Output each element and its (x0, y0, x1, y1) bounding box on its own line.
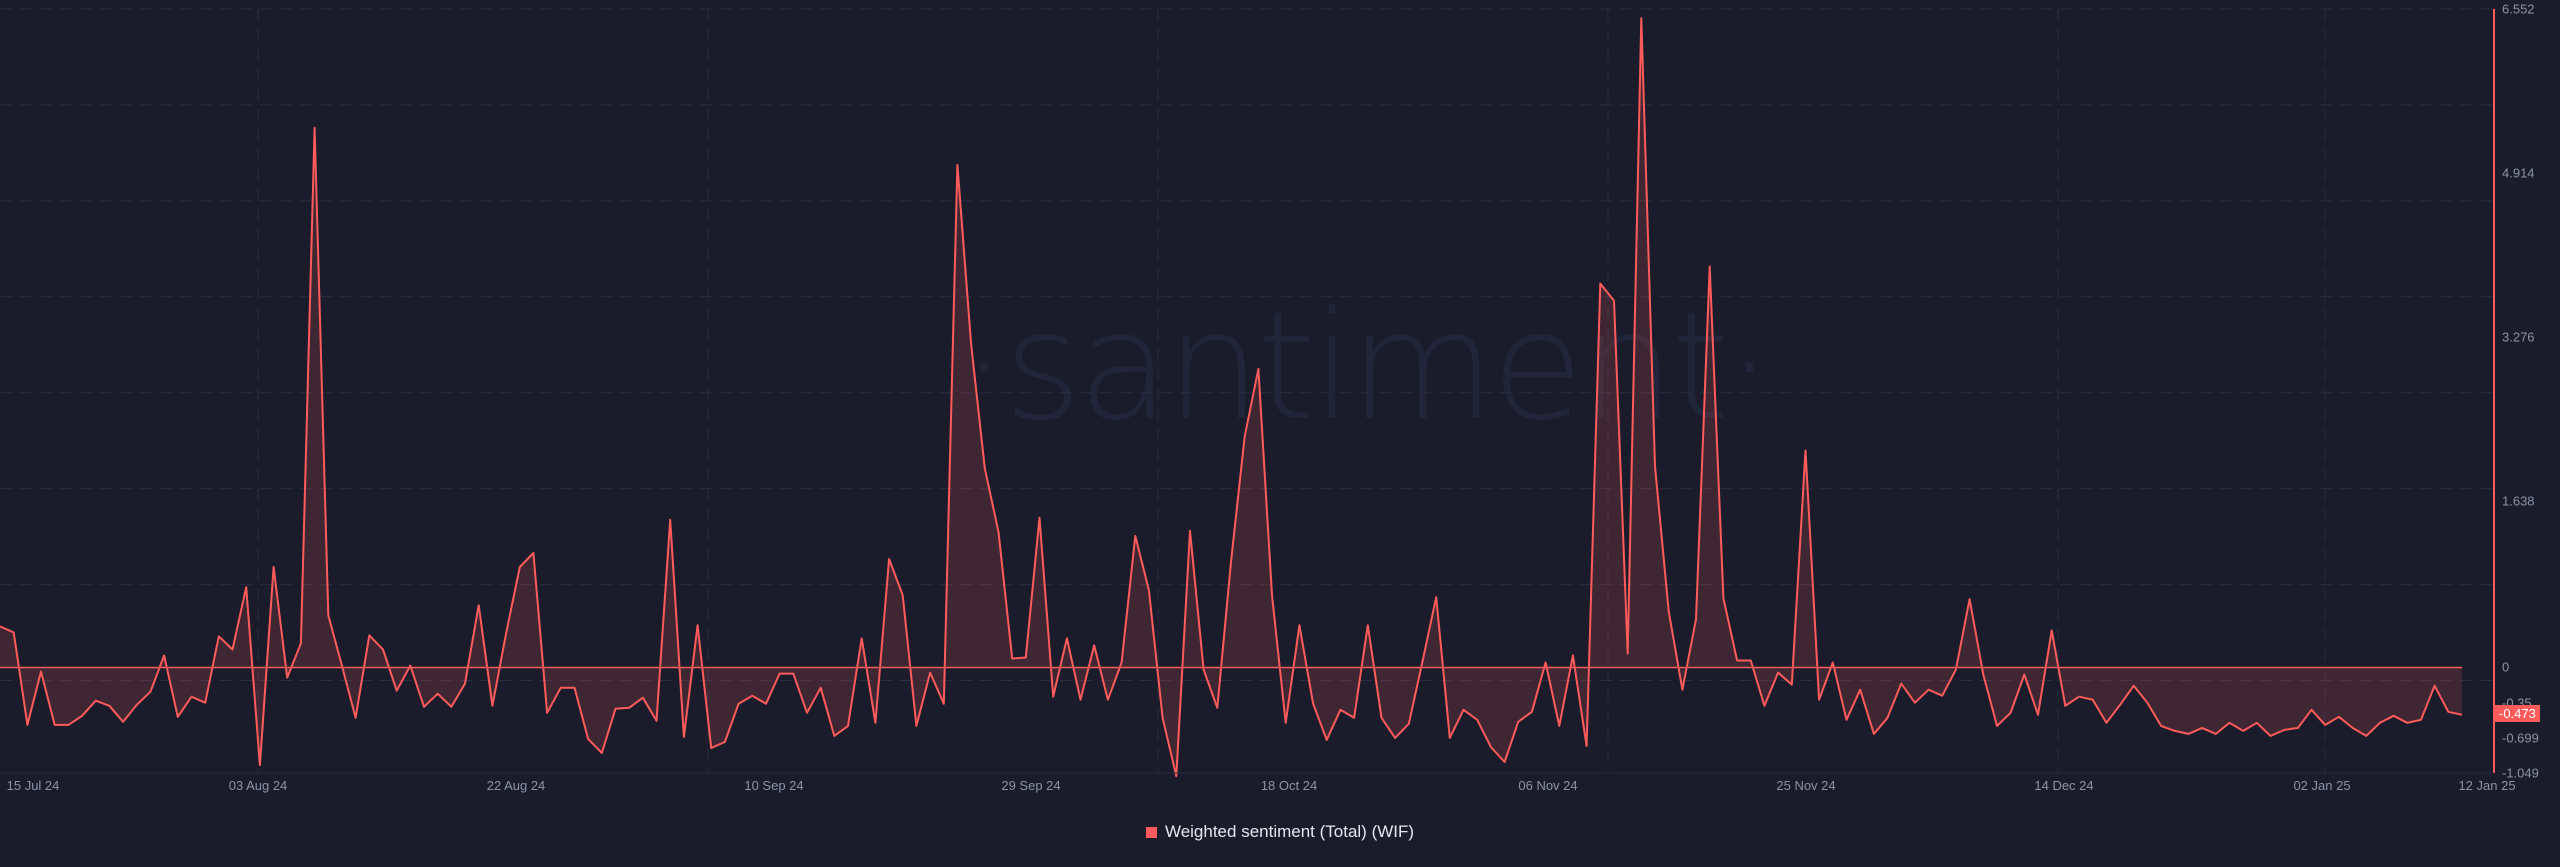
y-axis-tick: 3.276 (2502, 329, 2535, 345)
x-axis-tick: 03 Aug 24 (228, 778, 288, 793)
x-axis-tick: 06 Nov 24 (1518, 778, 1578, 793)
santiment-watermark: ·santiment· (960, 280, 1773, 454)
y-axis-tick: 0 (2502, 659, 2510, 675)
sentiment-area-fill (0, 18, 2462, 777)
y-axis-tick: -1.049 (2502, 765, 2539, 781)
x-axis-tick: 15 Jul 24 (6, 778, 60, 793)
grid-lines (0, 8, 2494, 773)
current-value-badge: -0.473 (2495, 705, 2540, 722)
legend-label[interactable]: Weighted sentiment (Total) (WIF) (1164, 822, 1415, 841)
y-axis-tick: 4.914 (2502, 165, 2535, 181)
x-axis-tick: 22 Aug 24 (486, 778, 546, 793)
x-axis-tick: 18 Oct 24 (1260, 778, 1318, 793)
x-axis-tick: 10 Sep 24 (744, 778, 804, 793)
legend[interactable]: Weighted sentiment (Total) (WIF) (0, 822, 2560, 842)
x-axis-tick: 25 Nov 24 (1776, 778, 1836, 793)
y-axis-tick: 1.638 (2502, 493, 2535, 509)
y-axis-tick: 6.552 (2502, 1, 2535, 17)
legend-swatch-icon (1145, 826, 1157, 838)
x-axis-tick: 29 Sep 24 (1001, 778, 1061, 793)
x-axis-tick: 02 Jan 25 (2293, 778, 2351, 793)
y-axis-tick: -0.699 (2502, 730, 2539, 746)
sentiment-line (0, 17, 2463, 778)
x-axis-tick: 12 Jan 25 (2458, 778, 2516, 793)
x-axis-tick: 14 Dec 24 (2034, 778, 2094, 793)
